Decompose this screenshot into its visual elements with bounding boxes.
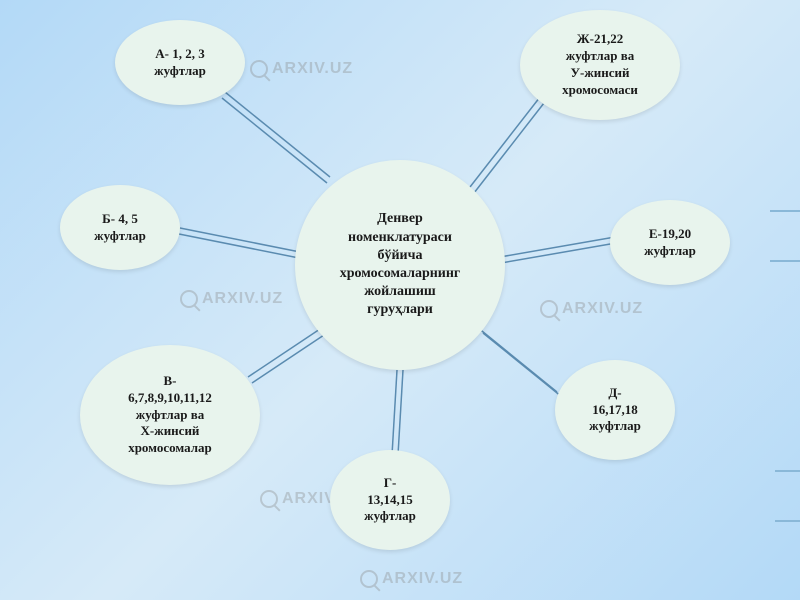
deco-line — [775, 520, 800, 522]
watermark: ARXIV.UZ — [540, 300, 643, 318]
deco-line — [770, 210, 800, 212]
watermark: ARXIV.UZ — [180, 290, 283, 308]
node-e: Е-19,20 жуфтлар — [610, 200, 730, 285]
magnify-icon — [260, 490, 278, 508]
node-text: Д- 16,17,18 жуфтлар — [589, 385, 641, 436]
node-text: Е-19,20 жуфтлар — [644, 226, 696, 260]
node-a: А- 1, 2, 3 жуфтлар — [115, 20, 245, 105]
node-text: А- 1, 2, 3 жуфтлар — [154, 46, 206, 80]
watermark-text: ARXIV.UZ — [202, 290, 283, 308]
watermark: ARXIV.UZ — [250, 60, 353, 78]
node-text: Г- 13,14,15 жуфтлар — [364, 475, 416, 526]
deco-line — [775, 470, 800, 472]
watermark: ARXIV.UZ — [360, 570, 463, 588]
magnify-icon — [360, 570, 378, 588]
node-text: Б- 4, 5 жуфтлар — [94, 211, 146, 245]
watermark-text: ARXIV.UZ — [382, 570, 463, 588]
magnify-icon — [540, 300, 558, 318]
node-text: Ж-21,22 жуфтлар ва У-жинсий хромосомаси — [562, 31, 638, 99]
magnify-icon — [180, 290, 198, 308]
node-d: Д- 16,17,18 жуфтлар — [555, 360, 675, 460]
watermark-text: ARXIV.UZ — [272, 60, 353, 78]
magnify-icon — [250, 60, 268, 78]
node-zh: Ж-21,22 жуфтлар ва У-жинсий хромосомаси — [520, 10, 680, 120]
node-g: Г- 13,14,15 жуфтлар — [330, 450, 450, 550]
node-b: Б- 4, 5 жуфтлар — [60, 185, 180, 270]
center-node-text: Денвер номенклатураси бўйича хромосомала… — [340, 210, 461, 319]
center-node: Денвер номенклатураси бўйича хромосомала… — [295, 160, 505, 370]
deco-line — [770, 260, 800, 262]
watermark-text: ARXIV.UZ — [562, 300, 643, 318]
node-text: В- 6,7,8,9,10,11,12 жуфтлар ва Х-жинсий … — [128, 373, 212, 457]
node-v: В- 6,7,8,9,10,11,12 жуфтлар ва Х-жинсий … — [80, 345, 260, 485]
